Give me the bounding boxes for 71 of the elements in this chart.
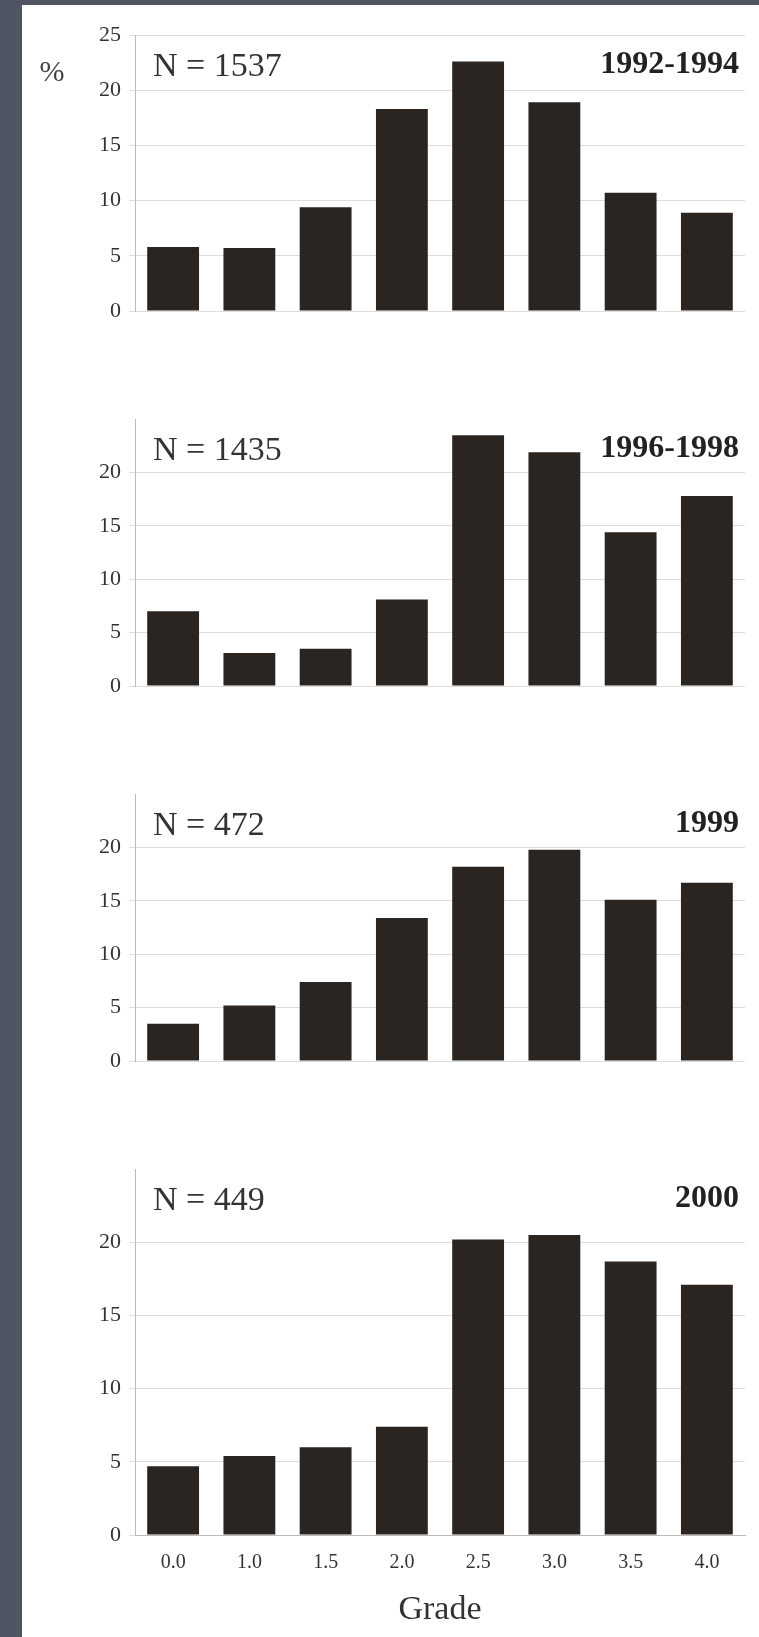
y-tick-label: 20 [99,75,121,101]
bar [147,246,200,311]
bar [452,1239,505,1535]
y-tick-label: 15 [99,1301,121,1327]
x-tick-label: 0.0 [160,1550,186,1573]
y-tick-label: 10 [99,565,121,591]
bar [223,1005,276,1061]
bar [452,435,505,686]
bar [604,192,657,311]
bar [680,212,733,311]
x-tick-label: 2.5 [465,1550,491,1573]
bar [299,207,352,311]
bar [375,108,428,311]
bar [299,1447,352,1535]
y-tick-label: 5 [110,618,121,644]
annotation: N = 472 [153,805,265,843]
x-tick-label: 3.5 [618,1550,644,1573]
bar [452,866,505,1061]
chart-title: 1992-1994 [600,44,739,81]
x-tick-label: 2.0 [389,1550,415,1573]
y-tick-label: 0 [110,671,121,697]
bar [299,648,352,686]
bar [680,496,733,686]
bar [604,899,657,1061]
bar [147,1466,200,1535]
annotation: N = 1537 [153,45,282,83]
bar [375,1426,428,1535]
y-tick-label: 15 [99,511,121,537]
y-tick-label: 20 [99,833,121,859]
chart-title: 1999 [675,803,739,840]
bar [147,611,200,686]
y-tick-label: 0 [110,1046,121,1072]
y-tick-label: 10 [99,186,121,212]
bar [223,248,276,311]
y-tick-label: 0 [110,1520,121,1546]
y-tick-label: 5 [110,1447,121,1473]
bar [528,102,581,311]
y-tick-label: 10 [99,1374,121,1400]
y-tick-label: 20 [99,458,121,484]
bar [680,882,733,1061]
annotation: N = 1435 [153,430,282,468]
y-tick-label: 5 [110,993,121,1019]
y-tick-label: 20 [99,1228,121,1254]
bar [375,918,428,1061]
chart-title: 1996-1998 [600,428,739,465]
bar [223,1455,276,1535]
y-tick-label: 15 [99,131,121,157]
bar [604,1261,657,1535]
bar [375,599,428,686]
x-tick-label: 1.0 [236,1550,262,1573]
x-tick-label: 4.0 [694,1550,720,1573]
bar [604,532,657,686]
bar [528,1235,581,1535]
x-axis-title: Grade [398,1588,482,1626]
bar [452,61,505,311]
bar [223,652,276,686]
bar [680,1284,733,1535]
y-tick-label: 5 [110,241,121,267]
y-axis-title: % [39,53,65,87]
chart-title: 2000 [675,1178,739,1215]
bar [528,849,581,1061]
y-tick-label: 10 [99,940,121,966]
bar [299,982,352,1061]
bar [528,452,581,686]
y-tick-label: 15 [99,886,121,912]
y-tick-label: 25 [99,20,121,46]
bar [147,1023,200,1061]
annotation: N = 449 [153,1180,265,1218]
x-tick-label: 3.0 [541,1550,567,1573]
x-tick-label: 1.5 [313,1550,339,1573]
y-tick-label: 0 [110,296,121,322]
